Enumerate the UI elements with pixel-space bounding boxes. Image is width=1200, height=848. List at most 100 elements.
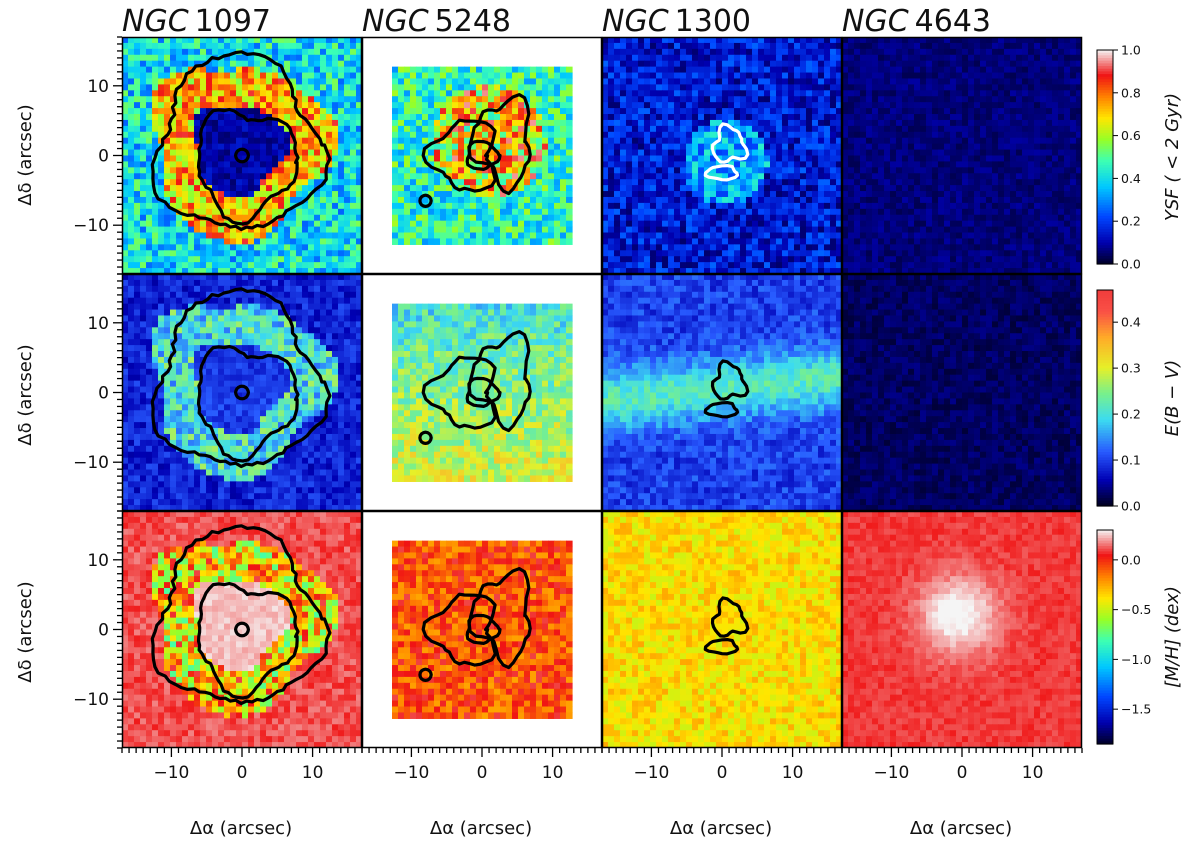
map-cell — [560, 226, 567, 234]
map-cell — [344, 114, 351, 121]
map-cell — [818, 191, 825, 198]
map-cell — [1022, 125, 1029, 133]
map-cell — [566, 161, 573, 168]
map-cell — [278, 78, 285, 85]
map-cell — [920, 54, 927, 62]
map-cell — [476, 232, 483, 240]
map-cell — [548, 155, 555, 163]
map-cell — [812, 131, 819, 139]
map-cell — [992, 102, 999, 109]
map-cell — [1028, 48, 1035, 56]
map-cell — [554, 66, 561, 74]
map-cell — [158, 173, 165, 180]
map-cell — [614, 137, 621, 145]
map-cell — [272, 96, 279, 103]
map-cell — [914, 119, 921, 127]
map-cell — [416, 179, 423, 186]
map-cell — [140, 66, 147, 74]
map-cell — [182, 179, 189, 186]
map-cell — [446, 66, 453, 74]
map-cell — [656, 119, 663, 127]
map-cell — [350, 244, 357, 251]
map-cell — [254, 96, 261, 103]
map-cell — [710, 84, 717, 91]
map-cell — [842, 37, 849, 44]
map-cell — [314, 232, 321, 240]
map-cell — [434, 214, 441, 222]
map-cell — [644, 250, 651, 257]
map-cell — [128, 185, 135, 192]
map-cell — [608, 232, 615, 240]
map-cell — [638, 214, 645, 222]
map-cell — [422, 102, 429, 109]
map-cell — [302, 202, 309, 210]
map-cell — [746, 137, 753, 145]
map-cell — [452, 232, 459, 240]
map-cell — [272, 72, 279, 80]
map-cell — [650, 102, 657, 109]
map-cell — [326, 131, 333, 139]
map-cell — [416, 90, 423, 97]
map-cell — [416, 173, 423, 180]
map-cell — [1082, 67, 1089, 74]
map-cell — [974, 66, 981, 74]
map-cell — [1040, 66, 1047, 74]
map-cell — [500, 173, 507, 180]
map-cell — [770, 90, 777, 97]
map-cell — [506, 226, 513, 234]
map-cell — [782, 256, 789, 263]
map-cell — [404, 173, 411, 180]
map-cell — [182, 137, 189, 145]
map-cell — [440, 137, 447, 145]
map-cell — [308, 60, 315, 68]
map-cell — [950, 48, 957, 56]
map-cell — [626, 48, 633, 56]
map-cell — [122, 214, 129, 222]
map-cell — [638, 268, 645, 274]
map-cell — [170, 54, 177, 62]
map-cell — [746, 161, 753, 168]
map-cell — [1052, 42, 1059, 50]
map-cell — [302, 131, 309, 139]
map-cell — [668, 191, 675, 198]
map-cell — [872, 119, 879, 127]
map-cell — [530, 220, 537, 228]
map-cell — [392, 149, 399, 157]
map-cell — [272, 131, 279, 139]
map-cell — [500, 179, 507, 186]
map-cell — [272, 42, 279, 50]
map-cell — [614, 143, 621, 151]
map-cell — [812, 179, 819, 186]
map-cell — [440, 232, 447, 240]
map-cell — [308, 262, 315, 269]
map-cell — [278, 96, 285, 103]
map-cell — [452, 191, 459, 198]
map-cell — [152, 54, 159, 62]
map-cell — [170, 208, 177, 216]
map-cell — [620, 256, 627, 263]
map-cell — [1052, 96, 1059, 103]
map-cell — [242, 256, 249, 263]
map-cell — [338, 226, 345, 234]
map-cell — [470, 232, 477, 240]
map-cell — [332, 173, 339, 180]
map-cell — [338, 37, 345, 44]
map-cell — [356, 161, 362, 168]
map-cell — [164, 250, 171, 257]
map-cell — [278, 268, 285, 274]
map-cell — [632, 173, 639, 180]
map-cell — [710, 167, 717, 174]
map-cell — [182, 202, 189, 210]
map-cell — [650, 108, 657, 115]
map-cell — [542, 167, 549, 174]
map-cell — [176, 90, 183, 97]
map-cell — [884, 72, 891, 80]
map-cell — [320, 143, 327, 151]
map-cell — [716, 60, 723, 68]
map-cell — [728, 208, 735, 216]
map-cell — [272, 268, 279, 274]
map-cell — [152, 102, 159, 109]
map-cell — [122, 244, 129, 251]
map-cell — [686, 108, 693, 115]
map-cell — [908, 78, 915, 85]
